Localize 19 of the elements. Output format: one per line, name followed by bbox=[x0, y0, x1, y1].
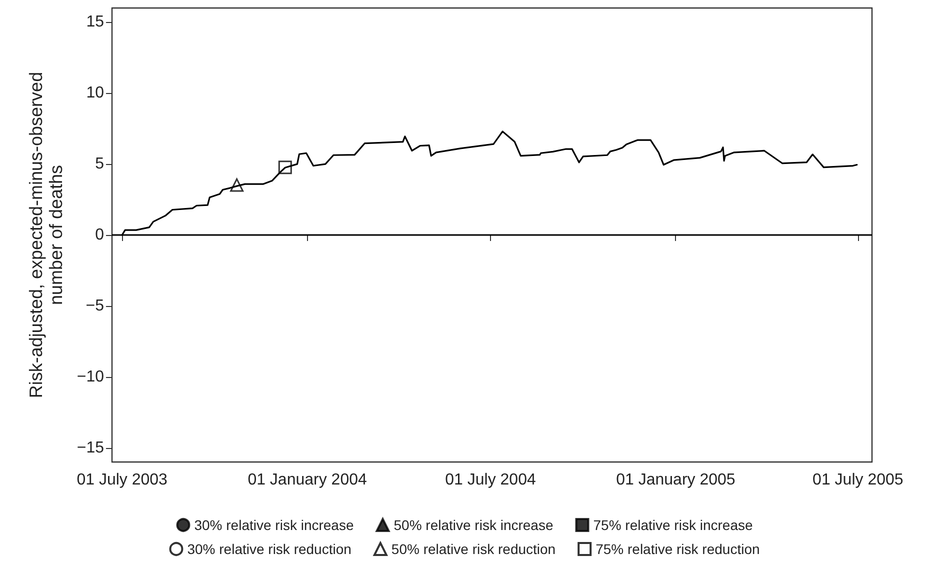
legend-label: 50% relative risk reduction bbox=[391, 541, 556, 557]
x-tick-label: 01 July 2004 bbox=[445, 472, 536, 488]
x-tick-label: 01 January 2004 bbox=[248, 472, 367, 488]
x-tick-label: 01 July 2005 bbox=[812, 472, 904, 488]
x-tick-label: 01 January 2005 bbox=[616, 472, 736, 488]
y-tick-label: 15 bbox=[86, 14, 104, 31]
legend-label: 50% relative risk increase bbox=[394, 517, 554, 533]
x-tick-label: 01 July 2003 bbox=[76, 472, 168, 488]
y-axis-title: Risk-adjusted, expected-minus-observed number of deaths bbox=[26, 72, 66, 398]
legend-label: 75% relative risk reduction bbox=[596, 541, 760, 557]
legend-label: 75% relative risk increase bbox=[593, 517, 753, 533]
y-tick-label: −15 bbox=[76, 439, 104, 456]
y-tick-label: 10 bbox=[86, 84, 104, 102]
y-tick-label: −5 bbox=[86, 297, 104, 314]
y-tick-label: −10 bbox=[76, 368, 104, 386]
legend-label: 30% relative risk increase bbox=[194, 517, 354, 533]
y-tick-label: 0 bbox=[95, 226, 104, 244]
legend-label: 30% relative risk reduction bbox=[187, 541, 352, 557]
y-tick-label: 5 bbox=[95, 156, 104, 173]
